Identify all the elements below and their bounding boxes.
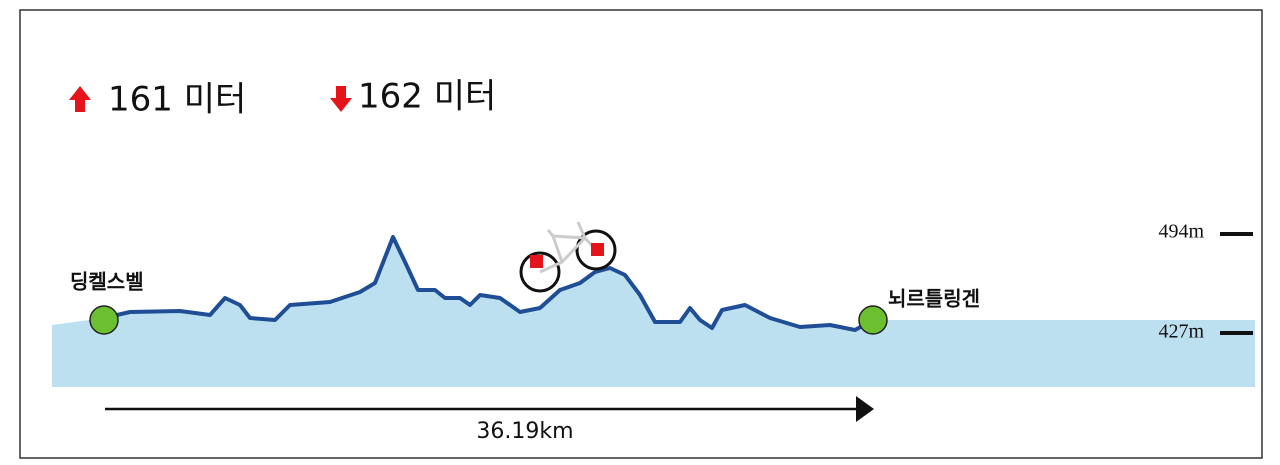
down-arrow (330, 86, 352, 112)
distance-arrowhead (856, 396, 874, 422)
elevation-profile (103, 235, 874, 332)
bicycle (519, 221, 617, 293)
terrain-area (52, 237, 1255, 387)
distance-label: 36.19km (476, 419, 573, 444)
end-point (858, 305, 888, 335)
high-elevation-label: 494m (1158, 221, 1204, 243)
ascent: 161 미터 (108, 80, 246, 120)
start-label: 딩켈스벨 (70, 270, 144, 294)
descent: 162 미터 (358, 77, 496, 117)
end-label: 뇌르틀링겐 (888, 287, 980, 311)
frame (19, 9, 1263, 459)
low-elevation-label: 427m (1158, 321, 1204, 343)
up-arrow (69, 86, 91, 112)
start-point (89, 305, 119, 335)
